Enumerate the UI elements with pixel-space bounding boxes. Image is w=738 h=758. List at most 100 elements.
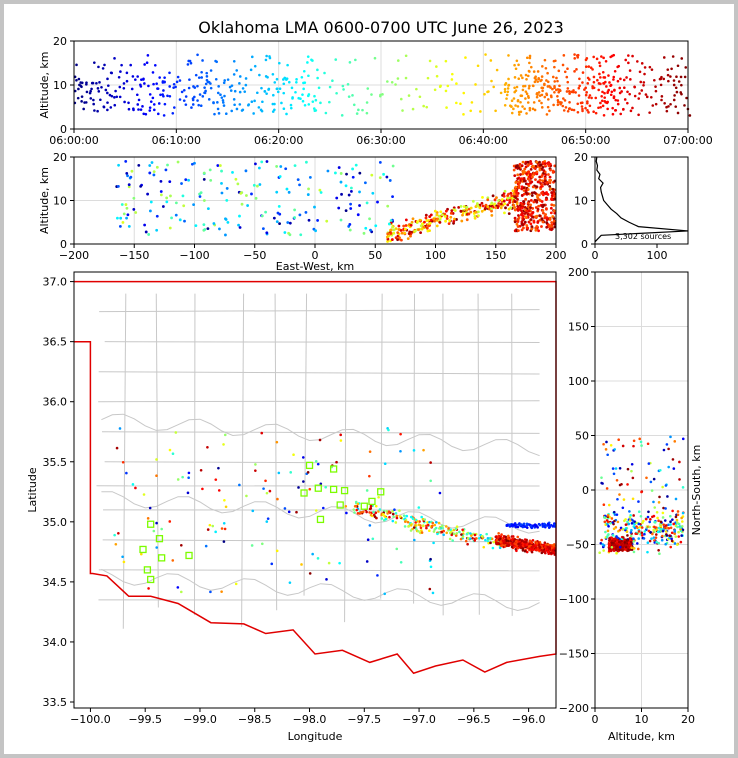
ew-panel-source-point — [478, 206, 482, 210]
plan-view-source-point — [222, 443, 225, 446]
time-panel-source-point — [680, 92, 683, 96]
time-panel-source-point — [672, 79, 676, 82]
time-panel-source-point — [489, 59, 493, 62]
ns-panel-source-point — [663, 519, 667, 522]
ns-panel-source-point — [672, 467, 676, 470]
time-panel-source-point — [209, 69, 213, 72]
ew-panel-source-point — [536, 207, 540, 211]
ew-panel-source-point — [530, 194, 534, 197]
time-panel-source-point — [525, 77, 528, 81]
ns-panel-source-point — [662, 506, 665, 510]
time-panel-source-point — [540, 78, 543, 82]
ew-panel-source-point — [437, 214, 441, 218]
ew-panel-source-point — [530, 180, 534, 184]
plan-view-source-point — [319, 482, 323, 486]
ew-panel-source-point — [523, 206, 527, 209]
time-panel-source-point — [515, 59, 519, 63]
ns-panel-source-point — [633, 520, 636, 523]
time-panel-source-point — [148, 93, 152, 96]
time-panel-source-point — [572, 108, 576, 112]
time-panel-source-point — [507, 83, 511, 87]
plan-view-source-point — [268, 489, 272, 493]
plan-view-source-point — [245, 494, 248, 498]
time-panel-source-point — [232, 98, 236, 101]
plan-view-source-point — [142, 493, 146, 496]
ew-panel-source-point — [349, 202, 352, 206]
ew-panel-source-point — [507, 192, 510, 196]
ns-panel-source-point — [643, 530, 647, 533]
time-panel-source-point — [99, 98, 102, 102]
time-panel-source-point — [505, 93, 509, 97]
time-panel-source-point — [564, 106, 568, 109]
lma-station-marker — [185, 551, 193, 560]
time-panel-source-point — [224, 112, 228, 115]
plan-view-source-point — [355, 508, 359, 512]
time-panel-source-point — [82, 107, 85, 111]
time-panel-source-point — [341, 84, 345, 88]
time-panel-source-point — [613, 89, 616, 92]
time-panel-source-point — [253, 99, 256, 103]
ns-panel-source-point — [637, 537, 641, 540]
time-panel-source-point — [219, 93, 222, 97]
plan-view-source-point — [531, 548, 535, 551]
time-panel-source-point — [674, 86, 678, 90]
time-panel-source-point — [566, 67, 569, 71]
ns-panel-source-point — [676, 525, 679, 529]
ew-panel-source-point — [486, 198, 490, 202]
ew-panel-source-point — [144, 230, 148, 234]
ew-panel-source-point — [392, 231, 396, 235]
time-panel-source-point — [172, 86, 175, 89]
time-panel-source-point — [271, 72, 275, 76]
plan-view-source-point — [380, 517, 384, 520]
plan-view-source-point — [449, 531, 453, 534]
time-panel-source-point — [348, 61, 352, 64]
time-panel-source-point — [221, 101, 225, 104]
time-panel-source-point — [275, 77, 279, 81]
ns-panel-source-point — [661, 516, 665, 519]
ns-panel-source-point — [653, 520, 656, 524]
time-panel-source-point — [307, 103, 311, 106]
time-panel-source-point — [250, 55, 254, 59]
ns-panel-source-point — [613, 448, 616, 451]
time-panel-source-point — [553, 65, 556, 69]
time-panel-source-point — [627, 54, 630, 57]
ew-panel-source-point — [349, 207, 353, 210]
lma-station-marker — [336, 501, 344, 509]
time-panel-source-point — [272, 93, 275, 97]
ns-panel-source-point — [628, 515, 632, 519]
time-panel-source-point — [602, 113, 606, 117]
time-panel-source-point — [541, 89, 544, 93]
time-panel-source-point — [642, 81, 646, 84]
ew-panel-source-point — [481, 195, 484, 199]
time-panel-source-point — [285, 77, 289, 80]
ew-panel-source-point — [551, 187, 555, 191]
ew-panel-source-point — [194, 224, 198, 227]
time-panel-source-point — [649, 95, 653, 99]
ew-panel-source-point — [480, 201, 484, 205]
time-panel-source-point — [599, 82, 602, 86]
plan-view-source-point — [409, 529, 413, 532]
time-panel-source-point — [257, 106, 261, 109]
ew-panel-source-point — [497, 202, 501, 205]
ew-panel-source-point — [127, 224, 131, 228]
lma-station-marker — [377, 488, 385, 496]
ew-panel-x-tick-label: 200 — [546, 249, 567, 262]
ew-panel-source-point — [443, 215, 447, 218]
plan-view-source-point — [518, 538, 521, 541]
time-panel-source-point — [623, 86, 626, 90]
time-panel-source-point — [528, 108, 532, 112]
plan-view-source-point — [425, 526, 428, 530]
ns-panel-source-point — [669, 545, 673, 549]
time-panel-source-point — [503, 87, 507, 91]
plan-view-source-point — [314, 509, 318, 512]
ew-panel-source-point — [513, 200, 517, 203]
ew-panel-source-point — [512, 192, 516, 196]
ew-panel-source-point — [462, 205, 466, 208]
time-panel-source-point — [591, 68, 594, 71]
ew-panel-source-point — [436, 217, 440, 221]
plan-view-source-point — [523, 549, 527, 553]
time-panel-x-tick-label: 06:10:00 — [152, 134, 201, 147]
ew-panel-source-point — [246, 204, 250, 207]
ns-panel-source-point — [605, 487, 609, 490]
ew-panel-source-point — [362, 231, 366, 235]
